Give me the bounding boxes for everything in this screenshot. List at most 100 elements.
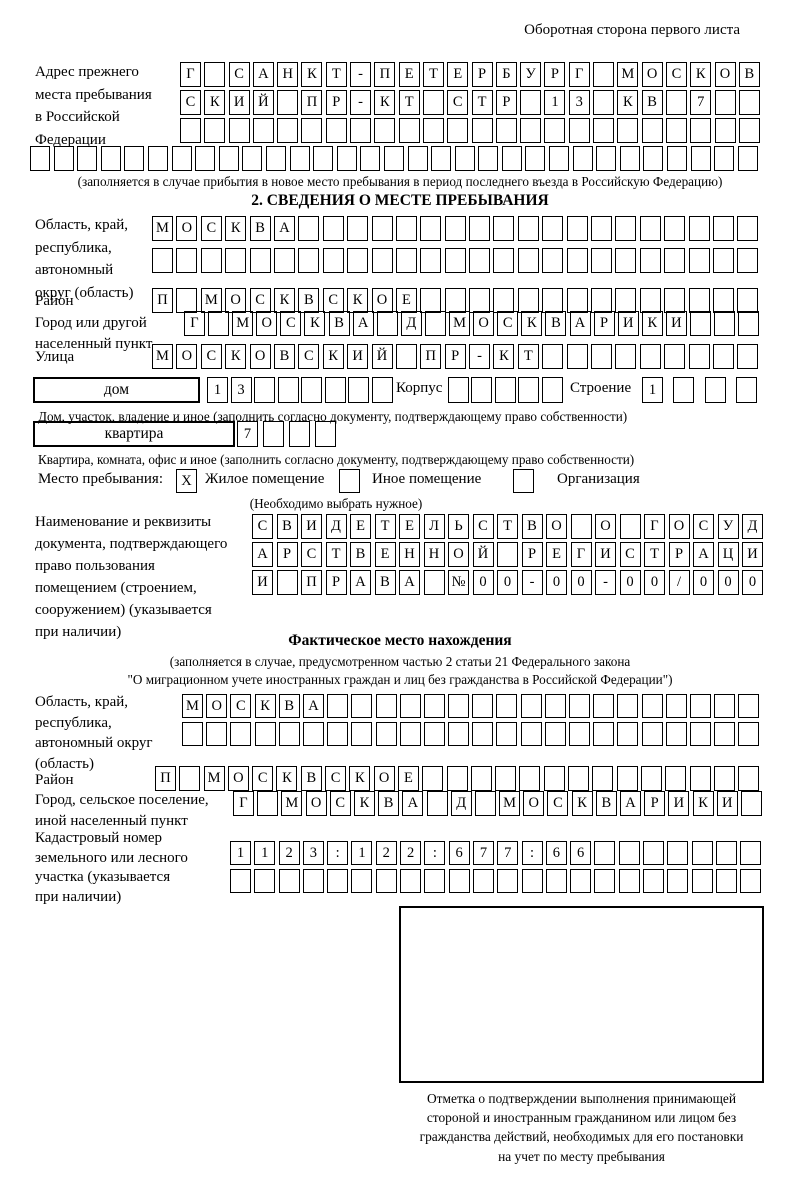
char-box[interactable] (688, 288, 710, 313)
char-box[interactable]: В (350, 542, 371, 567)
char-box[interactable] (593, 62, 615, 87)
char-box[interactable] (371, 216, 393, 241)
char-box[interactable] (542, 344, 564, 369)
char-box[interactable]: С (280, 311, 302, 336)
char-box[interactable] (230, 869, 251, 893)
char-box[interactable]: 1 (351, 841, 373, 865)
char-box[interactable]: С (180, 90, 201, 115)
char-box[interactable] (619, 146, 640, 171)
char-box[interactable] (315, 421, 336, 447)
char-box[interactable]: Г (568, 62, 590, 87)
char-box[interactable] (639, 288, 661, 313)
char-box[interactable] (289, 421, 310, 447)
char-box[interactable] (570, 869, 592, 893)
char-box[interactable] (448, 377, 469, 403)
char-box[interactable] (400, 869, 422, 893)
char-box[interactable]: К (690, 62, 712, 87)
char-box[interactable] (712, 344, 734, 369)
char-box[interactable] (639, 344, 661, 369)
char-box[interactable] (737, 146, 758, 171)
char-box[interactable]: Е (350, 514, 371, 539)
char-box[interactable] (617, 722, 639, 746)
char-box[interactable]: И (716, 791, 738, 816)
char-box[interactable] (525, 146, 546, 171)
char-box[interactable]: О (373, 766, 395, 791)
char-box[interactable] (383, 146, 404, 171)
char-box[interactable]: 0 (742, 570, 763, 595)
char-box[interactable] (204, 62, 226, 87)
char-box[interactable] (278, 722, 300, 746)
char-box[interactable] (448, 869, 470, 893)
char-box[interactable]: Й (252, 90, 274, 115)
char-box[interactable] (399, 722, 421, 746)
char-box[interactable] (641, 722, 663, 746)
char-box[interactable] (493, 288, 515, 313)
char-box[interactable] (322, 216, 344, 241)
char-box[interactable] (228, 118, 250, 143)
char-box[interactable]: Т (325, 542, 347, 567)
char-box[interactable] (712, 248, 734, 273)
char-box[interactable]: С (329, 791, 351, 816)
char-box[interactable] (447, 118, 469, 143)
char-box[interactable]: 1 (642, 377, 663, 403)
char-box[interactable]: К (493, 344, 515, 369)
char-box[interactable] (738, 118, 760, 143)
char-box[interactable]: К (347, 288, 369, 313)
char-box[interactable] (351, 722, 373, 746)
char-box[interactable]: Р (325, 570, 347, 595)
char-box[interactable]: Р (471, 62, 493, 87)
char-box[interactable]: Е (399, 514, 420, 539)
char-box[interactable]: Н (423, 542, 445, 567)
char-box[interactable]: В (545, 311, 567, 336)
char-box[interactable] (176, 288, 198, 313)
char-box[interactable] (496, 694, 518, 718)
char-box[interactable]: Р (495, 90, 517, 115)
char-box[interactable] (371, 377, 393, 403)
char-box[interactable]: А (252, 62, 274, 87)
char-box[interactable] (738, 90, 760, 115)
char-box[interactable] (594, 869, 616, 893)
char-box[interactable] (690, 118, 712, 143)
char-box[interactable] (591, 248, 613, 273)
char-box[interactable]: 1 (544, 90, 566, 115)
char-box[interactable]: 3 (230, 377, 252, 403)
char-box[interactable] (664, 344, 686, 369)
char-box[interactable]: Т (471, 90, 493, 115)
char-box[interactable] (347, 216, 369, 241)
char-box[interactable] (619, 514, 641, 539)
char-box[interactable]: 0 (717, 570, 739, 595)
char-box[interactable] (545, 869, 567, 893)
char-box[interactable] (735, 377, 757, 403)
char-box[interactable] (360, 146, 381, 171)
char-box[interactable]: С (547, 791, 569, 816)
char-box[interactable]: И (252, 570, 273, 595)
char-box[interactable] (641, 694, 663, 718)
char-box[interactable] (351, 869, 373, 893)
char-box[interactable]: 3 (568, 90, 590, 115)
char-box[interactable] (517, 288, 539, 313)
char-box[interactable] (542, 216, 564, 241)
char-box[interactable] (347, 248, 369, 273)
char-box[interactable] (376, 311, 398, 336)
char-box[interactable]: М (200, 288, 222, 313)
char-box[interactable] (171, 146, 192, 171)
char-box[interactable]: В (641, 90, 663, 115)
char-box[interactable]: С (472, 514, 494, 539)
char-box[interactable]: 2 (400, 841, 422, 865)
char-box[interactable]: И (301, 514, 322, 539)
char-box[interactable] (544, 694, 566, 718)
char-box[interactable]: Н (399, 542, 420, 567)
char-box[interactable]: : (521, 841, 543, 865)
char-box[interactable] (689, 311, 711, 336)
char-box[interactable] (152, 248, 173, 273)
char-box[interactable] (737, 248, 759, 273)
char-box[interactable] (688, 248, 710, 273)
char-box[interactable]: О (448, 542, 469, 567)
char-box[interactable] (302, 722, 324, 746)
char-box[interactable]: О (176, 216, 198, 241)
char-box[interactable] (714, 146, 735, 171)
char-box[interactable] (277, 377, 299, 403)
char-box[interactable] (689, 722, 711, 746)
char-box[interactable] (375, 694, 397, 718)
char-box[interactable]: Р (593, 311, 615, 336)
